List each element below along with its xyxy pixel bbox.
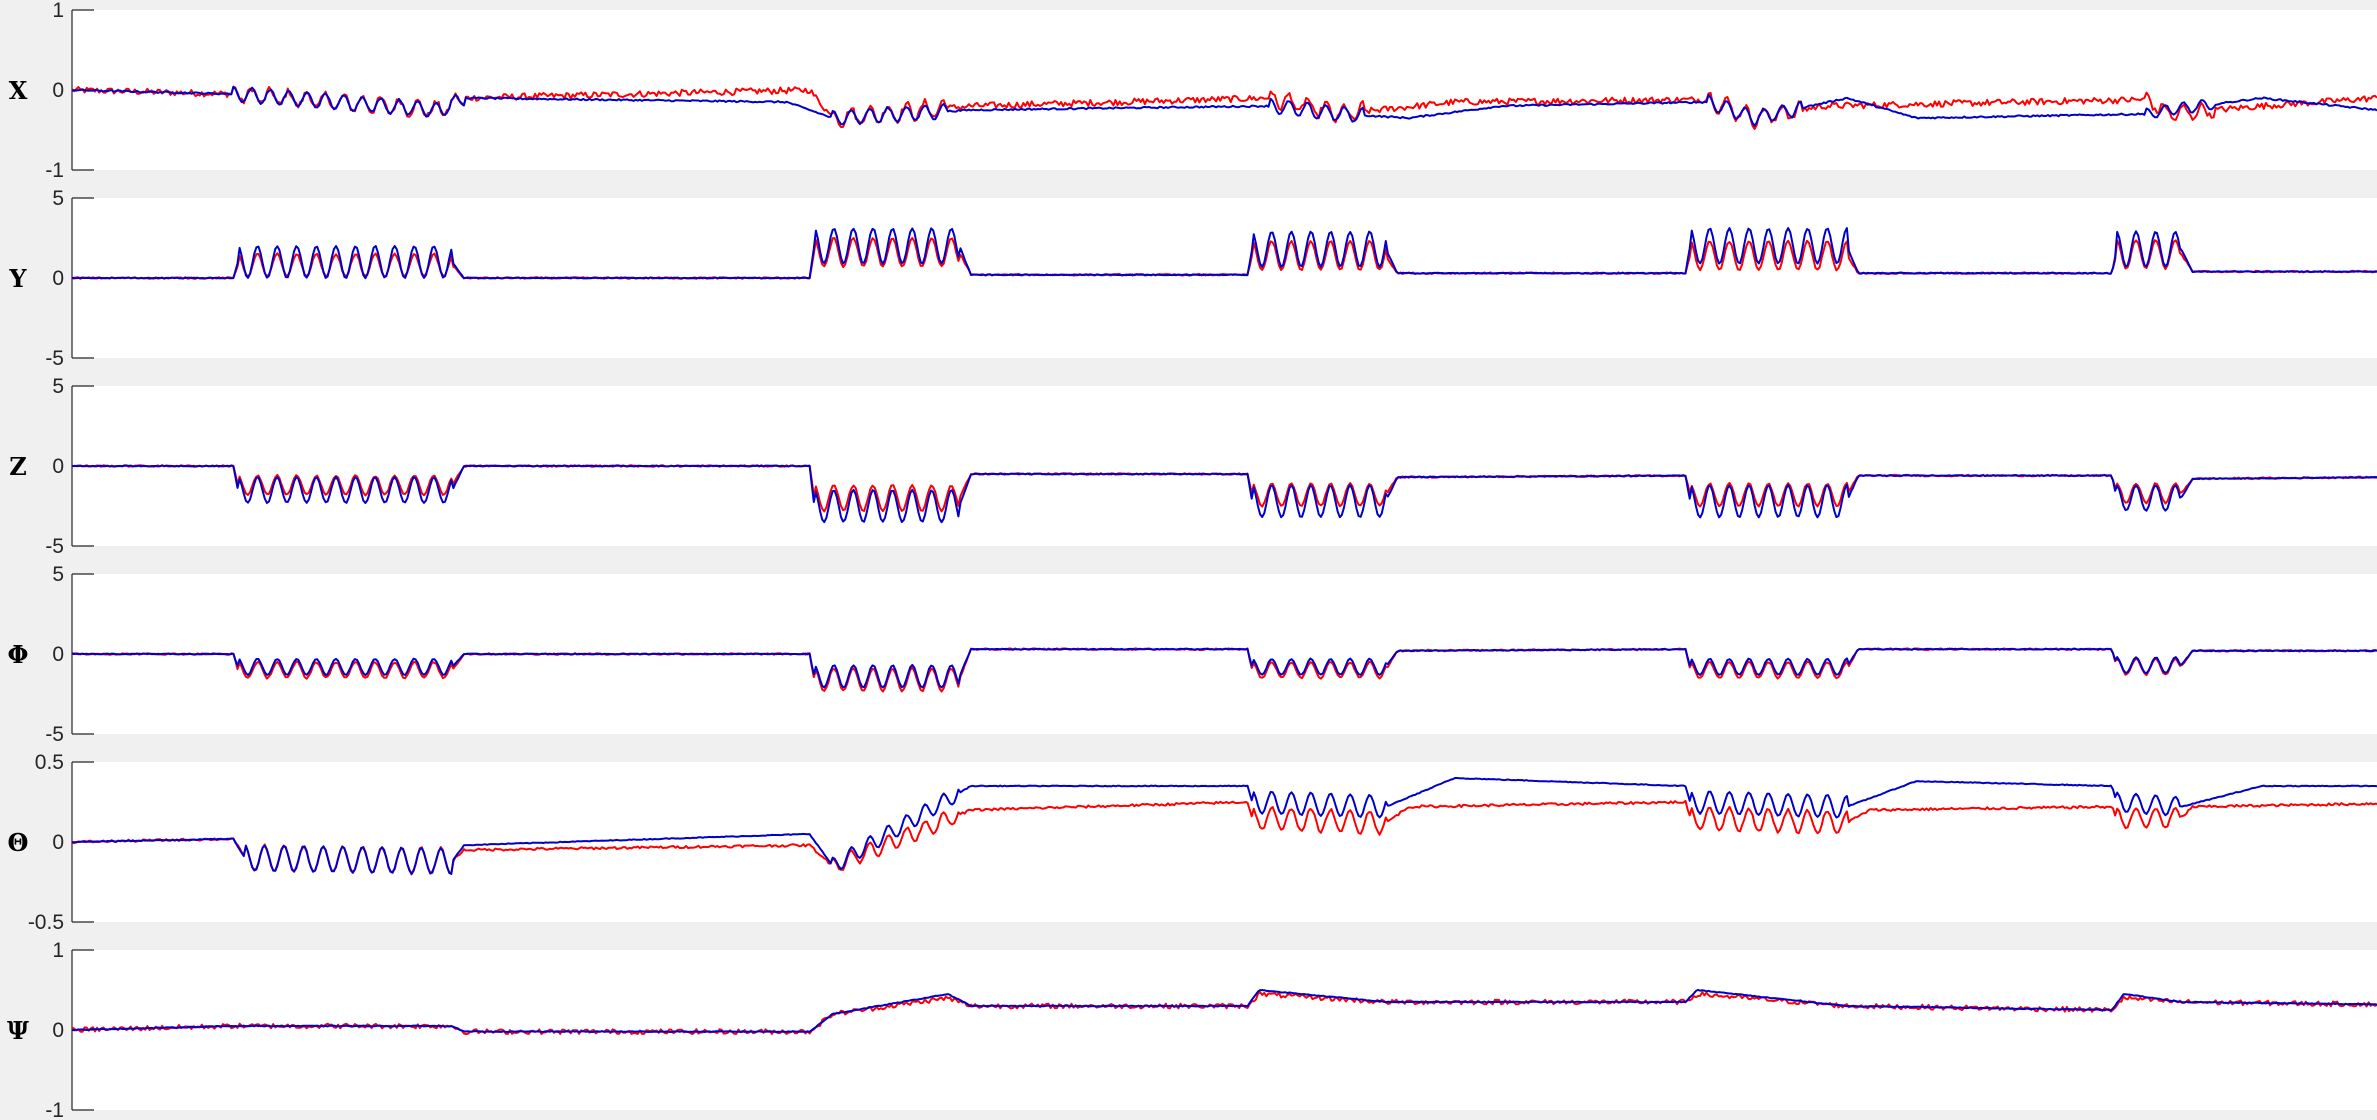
axes-background xyxy=(72,10,2377,170)
y-tick-label: -1 xyxy=(45,159,64,182)
y-axis-label: Φ xyxy=(8,640,29,669)
y-tick-label: 1 xyxy=(52,939,64,962)
series-line-blue xyxy=(71,85,2377,127)
y-tick-label: -5 xyxy=(45,723,64,746)
y-tick-label: 0 xyxy=(52,267,64,290)
axes-5: 0.5 0 -0.5 Θ xyxy=(8,751,2377,934)
y-tick-label: 0 xyxy=(52,1019,64,1042)
y-tick-label: -1 xyxy=(45,1099,64,1120)
series-line-blue xyxy=(71,988,2377,1033)
axes-background xyxy=(72,198,2377,358)
axes-2: 5 0 -5 Y xyxy=(8,187,2377,370)
axes-1: 1 0 -1 X xyxy=(9,0,2377,182)
series-line-blue xyxy=(71,777,2377,875)
axes-background xyxy=(72,762,2377,922)
y-tick-label: 1 xyxy=(52,0,64,22)
axes-4: 5 0 -5 Φ xyxy=(8,563,2377,746)
axes-background xyxy=(72,950,2377,1110)
y-tick-label: 0 xyxy=(52,831,64,854)
y-tick-label: 5 xyxy=(52,563,64,586)
y-axis-label: Z xyxy=(9,452,27,481)
y-axis-label: X xyxy=(9,76,28,105)
y-tick-label: -5 xyxy=(45,347,64,370)
series-line-blue xyxy=(71,464,2377,524)
axes-background xyxy=(72,386,2377,546)
y-tick-label: 0 xyxy=(52,455,64,478)
y-tick-label: 0 xyxy=(52,79,64,102)
y-tick-label: 5 xyxy=(52,375,64,398)
y-tick-label: 5 xyxy=(52,187,64,210)
y-tick-label: -0.5 xyxy=(28,911,64,934)
y-tick-label: 0 xyxy=(52,643,64,666)
axes-6: 1 0 -1 Ψ xyxy=(7,939,2377,1120)
axes-background xyxy=(72,574,2377,734)
y-axis-label: Y xyxy=(8,264,27,293)
series-line-blue xyxy=(71,227,2377,280)
axes-3: 5 0 -5 Z xyxy=(9,375,2377,558)
y-tick-label: -5 xyxy=(45,535,64,558)
y-tick-label: 0.5 xyxy=(35,751,64,774)
y-axis-label: Θ xyxy=(8,828,29,857)
y-axis-label: Ψ xyxy=(7,1016,29,1045)
series-line-blue xyxy=(71,647,2377,689)
